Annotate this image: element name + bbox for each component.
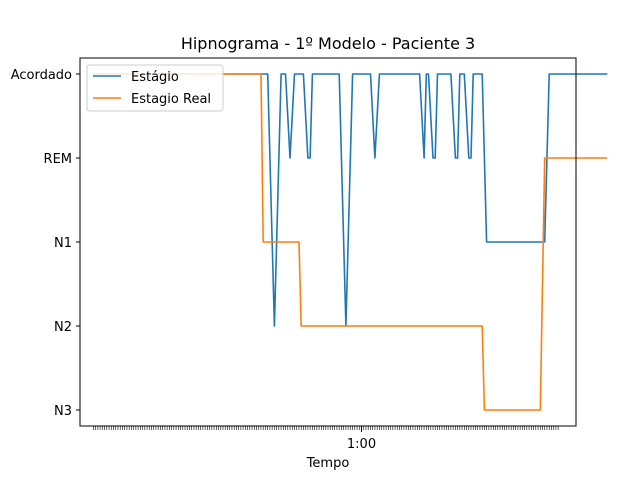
y-tick-label: N1 bbox=[54, 236, 72, 251]
legend: Estágio Estagio Real bbox=[86, 64, 224, 112]
y-tick-label: REM bbox=[44, 152, 72, 167]
legend-label-series-1: Estágio bbox=[131, 70, 179, 85]
series-line-1 bbox=[93, 73, 608, 327]
x-axis-label: Tempo bbox=[306, 456, 350, 471]
series-layer bbox=[93, 73, 608, 411]
x-tick-label: 1:00 bbox=[347, 437, 376, 452]
y-tick-label: N2 bbox=[54, 320, 72, 335]
tick-layer: N3 N2 N1 REM Acordado 1:00 bbox=[11, 68, 559, 452]
y-tick-label: Acordado bbox=[11, 68, 72, 83]
chart-title: Hipnograma - 1º Modelo - Paciente 3 bbox=[181, 34, 475, 53]
legend-label-series-2: Estagio Real bbox=[131, 92, 211, 107]
y-tick-label: N3 bbox=[54, 404, 72, 419]
series-line-2 bbox=[93, 73, 608, 411]
plot-frame bbox=[79, 57, 577, 427]
